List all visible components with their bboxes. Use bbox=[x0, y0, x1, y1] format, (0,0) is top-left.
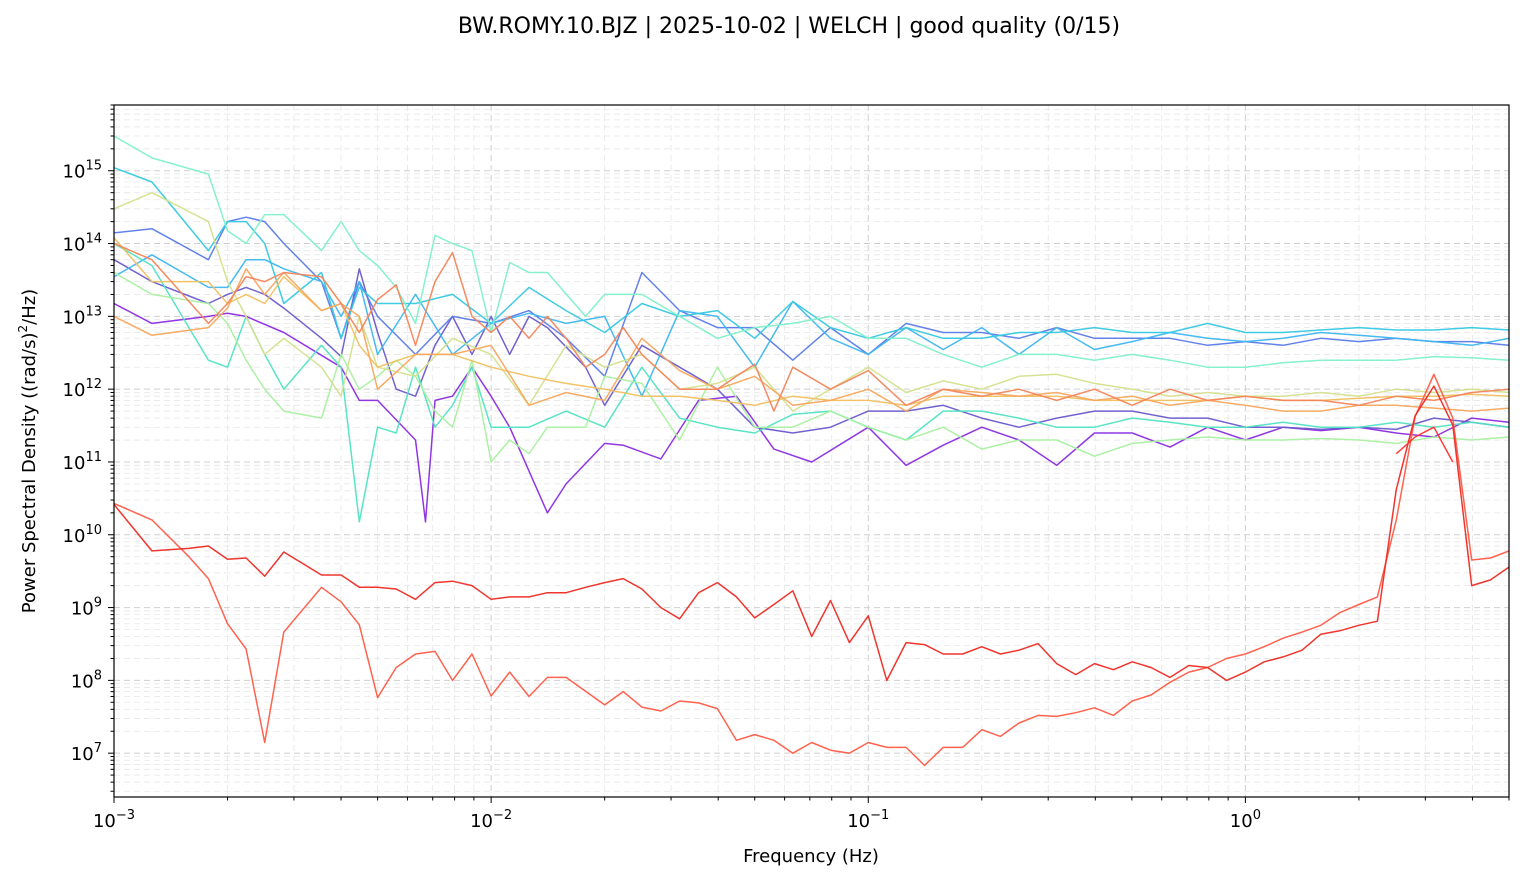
x-tick-label: 10−3 bbox=[93, 808, 135, 832]
y-tick-label: 1012 bbox=[63, 377, 102, 401]
psd-series-2 bbox=[114, 259, 1509, 434]
plot-frame bbox=[113, 104, 1510, 798]
x-axis-label: Frequency (Hz) bbox=[743, 846, 879, 867]
x-tick-label: 10−2 bbox=[470, 808, 512, 832]
psd-series-13 bbox=[114, 373, 1509, 767]
y-tick-label: 107 bbox=[71, 741, 102, 765]
psd-series-14 bbox=[114, 385, 1509, 682]
y-tick-label: 1013 bbox=[63, 304, 102, 328]
y-tick-label: 1010 bbox=[63, 523, 102, 547]
psd-series-6 bbox=[114, 242, 1509, 523]
y-tick-label: 1014 bbox=[63, 232, 102, 256]
psd-series-15 bbox=[1395, 426, 1454, 463]
psd-series-11 bbox=[114, 268, 1509, 412]
chart-title: BW.ROMY.10.BJZ | 2025-10-02 | WELCH | go… bbox=[458, 14, 1120, 39]
y-axis-label-tail: /Hz) bbox=[19, 289, 40, 325]
psd-series-8 bbox=[114, 271, 1509, 463]
y-axis-label-main: Power Spectral Density ((rad/s) bbox=[19, 333, 40, 614]
axis-ticks: 10−3 10−2 10−1 100 107 108 109 1010 1011 1012 1013… bbox=[63, 104, 1510, 832]
y-tick-label: 1015 bbox=[63, 159, 102, 183]
x-tick-label: 10−1 bbox=[847, 808, 889, 832]
psd-series-7 bbox=[114, 135, 1509, 368]
data-series bbox=[114, 135, 1509, 767]
y-axis-label-superscript: 2 bbox=[16, 325, 30, 333]
y-tick-label: 109 bbox=[71, 596, 102, 620]
x-tick-label: 100 bbox=[1230, 808, 1261, 832]
psd-series-12 bbox=[114, 242, 1509, 412]
psd-series-9 bbox=[114, 191, 1509, 412]
y-axis-label: Power Spectral Density ((rad/s)2/Hz) bbox=[16, 289, 40, 613]
psd-series-5 bbox=[114, 166, 1509, 340]
y-tick-label: 108 bbox=[71, 668, 102, 692]
y-tick-label: 1011 bbox=[63, 450, 102, 474]
